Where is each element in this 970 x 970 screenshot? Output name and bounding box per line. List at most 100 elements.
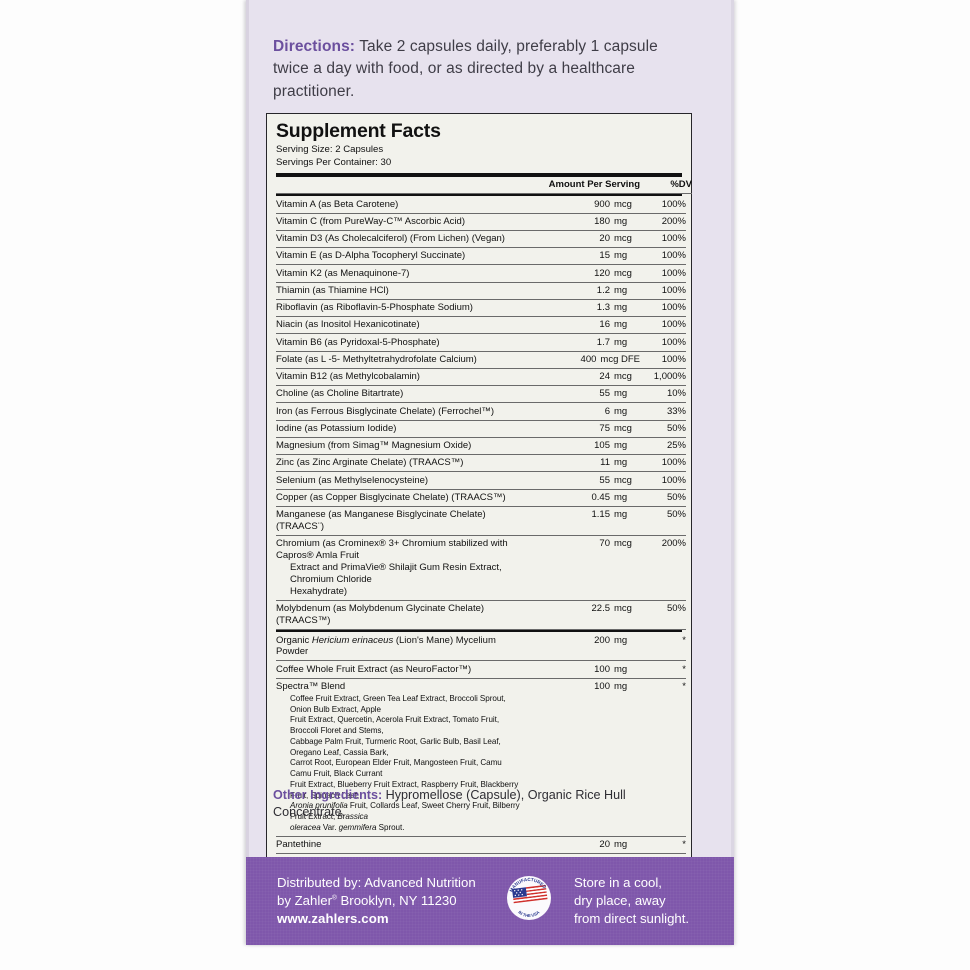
row-amount: 200 mg: [520, 632, 640, 662]
row-amount: 100 mg: [520, 678, 640, 837]
row-daily-value: 1,000%: [640, 368, 686, 387]
divider-thick-top: [276, 172, 682, 177]
row-nutrient: Selenium (as Methylselenocysteine): [276, 471, 520, 490]
row-daily-value: 25%: [640, 437, 686, 456]
row-daily-value: 100%: [640, 299, 686, 318]
row-daily-value: 50%: [640, 489, 686, 507]
row-nutrient: Chromium (as Crominex® 3+ Chromium stabi…: [276, 535, 520, 601]
row-daily-value: *: [640, 678, 686, 837]
row-nutrient: Coffee Whole Fruit Extract (as NeuroFact…: [276, 660, 520, 679]
table-row: Manganese (as Manganese Bisglycinate Che…: [276, 506, 686, 537]
row-daily-value: 100%: [640, 316, 686, 335]
storage-line-2: dry place, away: [574, 893, 666, 909]
table-row: Vitamin K2 (as Menaquinone-7) 120 mcg 100%: [276, 264, 686, 283]
row-amount: 1.2 mg: [520, 282, 640, 300]
table-row: Thiamin (as Thiamine HCl) 1.2 mg 100%: [276, 282, 686, 300]
other-ingredients-text: Hypromellose (Capsule), Organic Rice Hul…: [273, 788, 626, 820]
row-nutrient: Magnesium (from Simag™ Magnesium Oxide): [276, 437, 520, 456]
row-amount: 0.45 mg: [520, 489, 640, 507]
svg-text:IN THE USA: IN THE USA: [517, 910, 540, 918]
row-daily-value: 100%: [640, 196, 686, 214]
table-row: Iron (as Ferrous Bisglycinate Chelate) (…: [276, 402, 686, 421]
facts-blend-table: Organic Hericium erinaceus (Lion's Mane)…: [276, 632, 686, 872]
row-amount: 180 mg: [520, 213, 640, 231]
facts-main-table: Vitamin A (as Beta Carotene) 900 mcg 100% Vi…: [276, 196, 686, 630]
row-nutrient: Vitamin B12 (as Methylcobalamin): [276, 368, 520, 387]
row-amount: 55 mcg: [520, 471, 640, 490]
row-amount: 120 mcg: [520, 264, 640, 283]
row-daily-value: 100%: [640, 333, 686, 352]
distributor-address: Brooklyn, NY 11230: [336, 893, 457, 909]
supplement-facts-title: Supplement Facts: [276, 120, 441, 142]
row-nutrient: Copper (as Copper Bisglycinate Chelate) …: [276, 489, 520, 507]
storage-line-1: Store in a cool,: [574, 875, 662, 890]
col-header-amount: Amount Per Serving: [520, 176, 646, 195]
row-amount: 22.5 mcg: [520, 600, 640, 630]
divider-under-headers: [276, 194, 682, 197]
table-row: Iodine (as Potassium Iodide) 75 mcg 50%: [276, 420, 686, 438]
row-amount: 11 mg: [520, 454, 640, 473]
row-daily-value: 33%: [640, 402, 686, 421]
other-ingredients-label: Other Ingredients:: [273, 788, 383, 802]
row-daily-value: 200%: [640, 535, 686, 601]
storage-block: Store in a cool, dry place, away from di…: [574, 874, 739, 929]
col-header-dv: %DV: [646, 176, 692, 195]
table-row: Vitamin A (as Beta Carotene) 900 mcg 100%: [276, 196, 686, 214]
brand-name: by Zahler: [277, 893, 332, 909]
table-row: Magnesium (from Simag™ Magnesium Oxide) 1…: [276, 437, 686, 456]
divider-before-blends: [276, 629, 682, 633]
row-daily-value: 50%: [640, 506, 686, 537]
row-amount: 16 mg: [520, 316, 640, 335]
row-daily-value: *: [640, 632, 686, 662]
distributor-block: Distributed by: Advanced Nutrition by Za…: [277, 874, 507, 929]
made-in-usa-flag-icon: MANUFACTURED IN THE USA: [504, 875, 554, 921]
row-amount: 75 mcg: [520, 420, 640, 438]
storage-line-3: from direct sunlight.: [574, 911, 690, 927]
col-header-name: [276, 176, 520, 195]
row-amount: 400 mcg DFE: [520, 351, 640, 369]
badge-bottom-text: IN THE USA: [517, 910, 540, 918]
row-nutrient: Vitamin B6 (as Pyridoxal-5-Phosphate): [276, 333, 520, 352]
row-daily-value: 100%: [640, 230, 686, 249]
row-amount: 1.15 mg: [520, 506, 640, 537]
row-amount: 24 mcg: [520, 368, 640, 387]
row-daily-value: 10%: [640, 385, 686, 404]
directions-text: Take 2 capsules daily, preferably 1 caps…: [273, 38, 658, 100]
supplement-facts-panel: Supplement Facts Serving Size: 2 Capsule…: [266, 113, 692, 895]
row-daily-value: *: [640, 660, 686, 679]
table-row: Pantethine 20 mg *: [276, 836, 686, 854]
spectra-ingredient-list: Coffee Fruit Extract, Green Tea Leaf Ext…: [290, 693, 520, 832]
table-row: Zinc (as Zinc Arginate Chelate) (TRAACS™…: [276, 454, 686, 473]
row-amount: 6 mg: [520, 402, 640, 421]
servings-per-container: Servings Per Container: 30: [276, 157, 392, 169]
row-amount: 55 mg: [520, 385, 640, 404]
table-row: Organic Hericium erinaceus (Lion's Mane)…: [276, 632, 686, 662]
panel-right-edge: [731, 0, 734, 945]
row-nutrient: Vitamin K2 (as Menaquinone-7): [276, 264, 520, 283]
table-row: Selenium (as Methylselenocysteine) 55 mcg 1…: [276, 471, 686, 490]
row-nutrient: Pantethine: [276, 836, 520, 854]
row-amount: 1.7 mg: [520, 333, 640, 352]
row-daily-value: 200%: [640, 213, 686, 231]
serving-size: Serving Size: 2 Capsules: [276, 144, 384, 156]
row-daily-value: 100%: [640, 264, 686, 283]
row-daily-value: 100%: [640, 247, 686, 266]
row-amount: 20 mg: [520, 836, 640, 854]
row-amount: 70 mcg: [520, 535, 640, 601]
row-nutrient: Vitamin D3 (As Cholecalciferol) (From Li…: [276, 230, 520, 249]
distributor-line-2: by Zahler® Brooklyn, NY 11230: [277, 892, 507, 910]
row-nutrient: Choline (as Choline Bitartrate): [276, 385, 520, 404]
facts-column-headers: Amount Per Serving %DV: [276, 176, 692, 195]
row-nutrient: Spectra™ Blend Coffee Fruit Extract, Gree…: [276, 678, 520, 837]
row-nutrient: Vitamin C (from PureWay-C™ Ascorbic Acid…: [276, 213, 520, 231]
row-nutrient: Iron (as Ferrous Bisglycinate Chelate) (…: [276, 402, 520, 421]
website-link[interactable]: www.zahlers.com: [277, 911, 389, 927]
row-daily-value: *: [640, 836, 686, 854]
table-row: Coffee Whole Fruit Extract (as NeuroFact…: [276, 660, 686, 679]
row-nutrient: Vitamin E (as D-Alpha Tocopheryl Succina…: [276, 247, 520, 266]
row-amount: 15 mg: [520, 247, 640, 266]
row-nutrient: Riboflavin (as Riboflavin-5-Phosphate So…: [276, 299, 520, 318]
table-row: Chromium (as Crominex® 3+ Chromium stabi…: [276, 535, 686, 601]
row-daily-value: 100%: [640, 454, 686, 473]
table-row: Vitamin B12 (as Methylcobalamin) 24 mcg 1,0…: [276, 368, 686, 387]
